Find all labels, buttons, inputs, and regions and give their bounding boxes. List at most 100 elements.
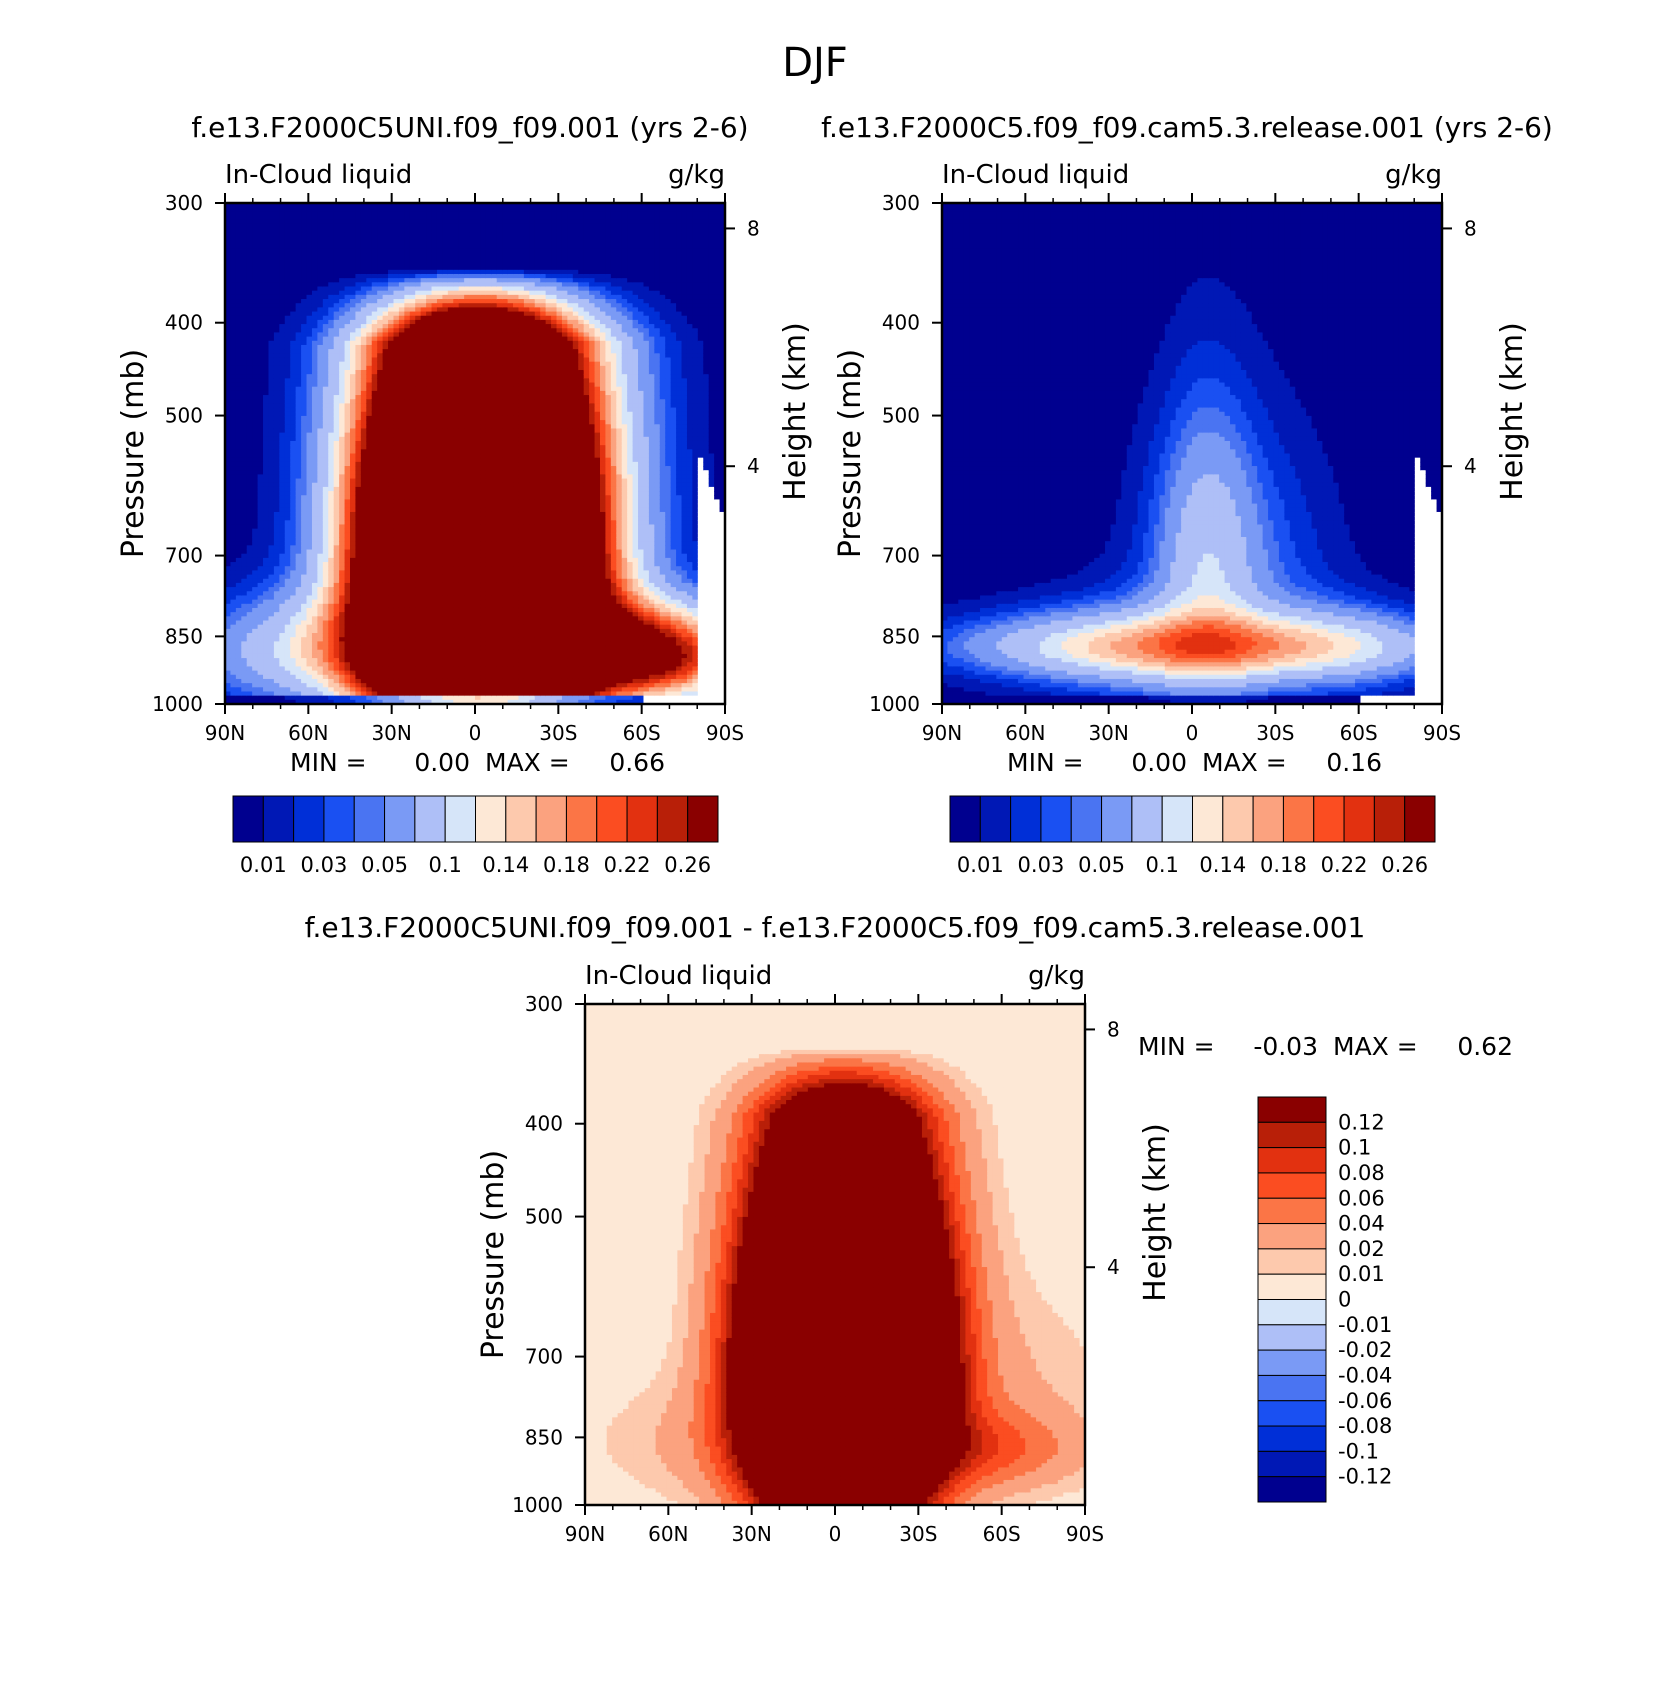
contour-cell: [296, 241, 302, 246]
contour-cell: [415, 274, 421, 279]
contour-cell: [372, 520, 378, 525]
contour-cell: [301, 662, 307, 667]
contour-cell: [274, 491, 280, 496]
contour-cell: [312, 541, 318, 546]
contour-cell: [258, 211, 264, 216]
contour-cell: [350, 591, 356, 596]
contour-cell: [230, 449, 236, 454]
contour-cell: [312, 491, 318, 496]
contour-cell: [399, 216, 405, 221]
contour-cell: [263, 512, 269, 517]
contour-cell: [334, 495, 340, 500]
contour-cell: [399, 412, 405, 417]
contour-cell: [372, 658, 378, 663]
contour-cell: [307, 499, 313, 504]
contour-cell: [355, 612, 361, 617]
contour-cell: [437, 520, 443, 525]
contour-cell: [263, 362, 269, 367]
contour-cell: [247, 462, 253, 467]
contour-cell: [442, 320, 448, 325]
contour-cell: [236, 675, 242, 680]
contour-cell: [252, 570, 258, 575]
contour-cell: [307, 458, 313, 463]
contour-cell: [393, 391, 399, 396]
contour-cell: [448, 383, 454, 388]
contour-cell: [404, 287, 410, 292]
contour-cell: [426, 282, 432, 287]
contour-cell: [323, 662, 329, 667]
contour-cell: [366, 550, 372, 555]
contour-cell: [258, 675, 264, 680]
contour-cell: [312, 261, 318, 266]
contour-cell: [442, 654, 448, 659]
contour-cell: [263, 466, 269, 471]
contour-cell: [258, 608, 264, 613]
contour-cell: [415, 278, 421, 283]
contour-cell: [274, 207, 280, 212]
contour-cell: [334, 658, 340, 663]
contour-cell: [263, 454, 269, 459]
contour-cell: [279, 587, 285, 592]
contour-cell: [437, 474, 443, 479]
contour-cell: [312, 207, 318, 212]
contour-cell: [323, 646, 329, 651]
contour-cell: [241, 462, 247, 467]
contour-cell: [317, 466, 323, 471]
contour-cell: [290, 516, 296, 521]
contour-cell: [361, 220, 367, 225]
contour-cell: [372, 236, 378, 241]
contour-cell: [307, 216, 313, 221]
contour-cell: [236, 566, 242, 571]
contour-cell: [252, 520, 258, 525]
contour-cell: [421, 307, 427, 312]
contour-cell: [279, 387, 285, 392]
contour-cell: [301, 683, 307, 688]
contour-cell: [317, 595, 323, 600]
contour-cell: [334, 679, 340, 684]
contour-cell: [350, 253, 356, 258]
contour-cell: [263, 579, 269, 584]
contour-cell: [350, 266, 356, 271]
contour-cell: [399, 266, 405, 271]
contour-cell: [323, 487, 329, 492]
contour-cell: [317, 575, 323, 580]
contour-cell: [442, 633, 448, 638]
contour-cell: [404, 441, 410, 446]
contour-cell: [328, 479, 334, 484]
contour-cell: [252, 508, 258, 513]
contour-cell: [279, 458, 285, 463]
contour-cell: [323, 562, 329, 567]
contour-cell: [334, 529, 340, 534]
contour-cell: [307, 621, 313, 626]
contour-cell: [404, 236, 410, 241]
contour-cell: [263, 621, 269, 626]
contour-cell: [345, 491, 351, 496]
contour-cell: [442, 508, 448, 513]
contour-cell: [388, 278, 394, 283]
contour-cell: [415, 378, 421, 383]
contour-cell: [274, 696, 280, 701]
contour-cell: [399, 612, 405, 617]
contour-cell: [339, 337, 345, 342]
contour-cell: [399, 320, 405, 325]
contour-cell: [415, 241, 421, 246]
contour-cell: [334, 537, 340, 542]
contour-cell: [268, 261, 274, 266]
contour-cell: [274, 671, 280, 676]
contour-cell: [399, 357, 405, 362]
contour-cell: [361, 224, 367, 229]
contour-cell: [442, 545, 448, 550]
contour-cell: [355, 428, 361, 433]
contour-cell: [345, 303, 351, 308]
contour-cell: [350, 295, 356, 300]
contour-cell: [268, 424, 274, 429]
contour-cell: [230, 666, 236, 671]
contour-cell: [279, 616, 285, 621]
contour-cell: [366, 608, 372, 613]
contour-cell: [312, 575, 318, 580]
contour-cell: [366, 274, 372, 279]
contour-cell: [366, 537, 372, 542]
contour-cell: [312, 683, 318, 688]
contour-cell: [247, 671, 253, 676]
contour-cell: [317, 257, 323, 262]
